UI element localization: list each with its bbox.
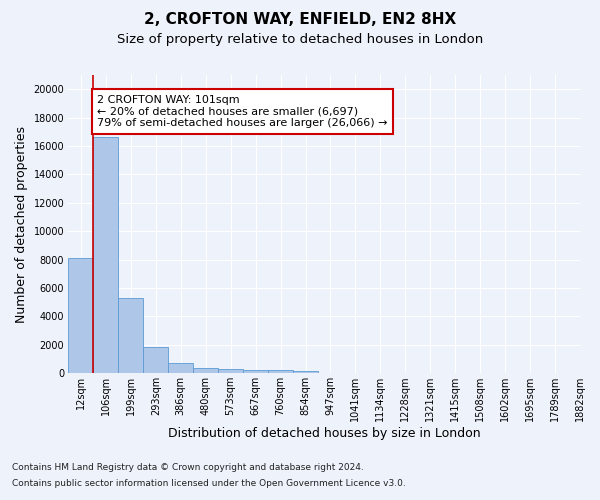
Text: Contains HM Land Registry data © Crown copyright and database right 2024.: Contains HM Land Registry data © Crown c… xyxy=(12,464,364,472)
Bar xyxy=(68,258,94,373)
Bar xyxy=(193,368,218,373)
Bar xyxy=(118,298,143,373)
Y-axis label: Number of detached properties: Number of detached properties xyxy=(15,126,28,322)
Bar xyxy=(143,347,168,373)
Bar xyxy=(293,371,318,373)
Bar xyxy=(243,370,268,373)
Text: 2 CROFTON WAY: 101sqm
← 20% of detached houses are smaller (6,697)
79% of semi-d: 2 CROFTON WAY: 101sqm ← 20% of detached … xyxy=(97,95,388,128)
Bar xyxy=(94,138,118,373)
Text: 2, CROFTON WAY, ENFIELD, EN2 8HX: 2, CROFTON WAY, ENFIELD, EN2 8HX xyxy=(144,12,456,28)
Bar xyxy=(268,370,293,373)
Text: Size of property relative to detached houses in London: Size of property relative to detached ho… xyxy=(117,32,483,46)
Bar xyxy=(218,370,243,373)
Text: Contains public sector information licensed under the Open Government Licence v3: Contains public sector information licen… xyxy=(12,478,406,488)
X-axis label: Distribution of detached houses by size in London: Distribution of detached houses by size … xyxy=(168,427,481,440)
Bar xyxy=(168,363,193,373)
